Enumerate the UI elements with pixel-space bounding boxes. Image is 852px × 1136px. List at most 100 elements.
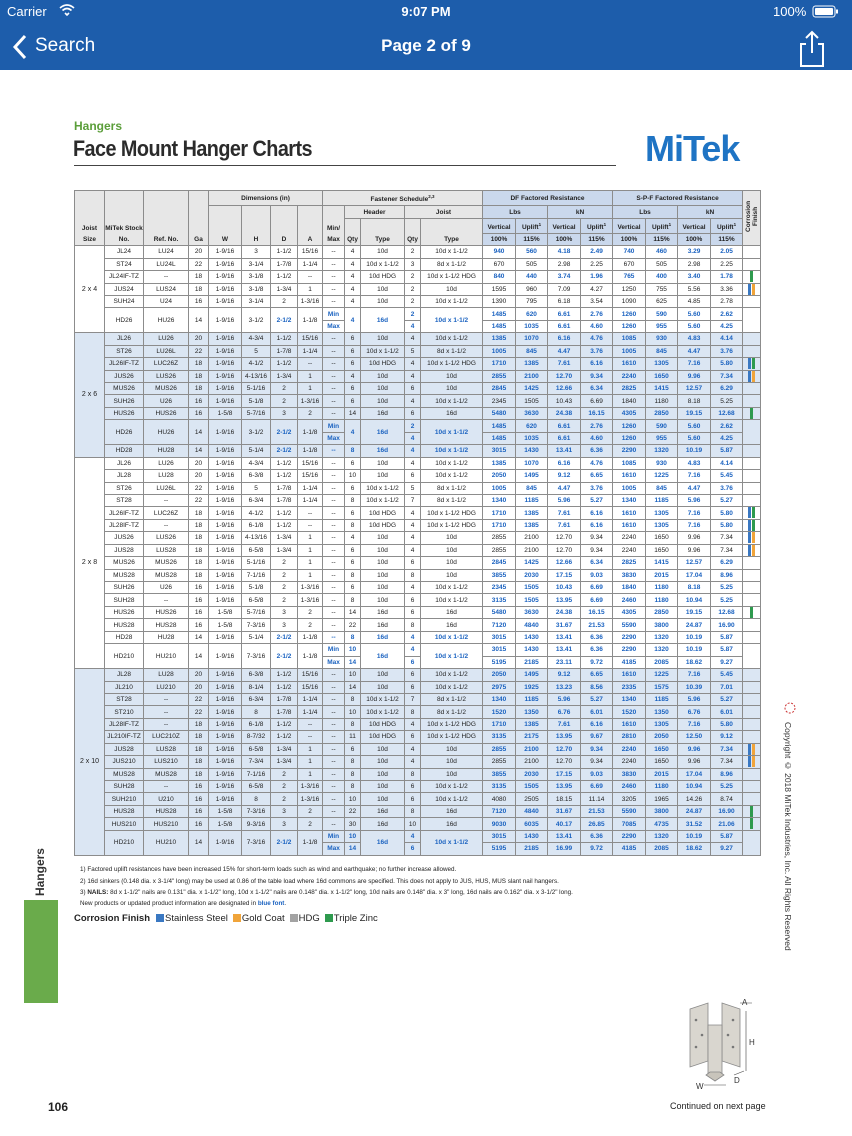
table-cell: 505 <box>515 257 549 272</box>
table-cell: 2 <box>296 817 324 831</box>
table-cell: 6 <box>344 742 362 757</box>
table-cell: 2-1/2 <box>270 643 298 670</box>
table-cell: 1-1/2 <box>270 469 298 483</box>
header-cell: Vertical <box>677 217 712 234</box>
table-cell: 8d x 1-1/2 <box>420 257 484 272</box>
table-cell: 10d <box>420 282 484 296</box>
table-cell: 930 <box>645 456 679 471</box>
table-cell: 10d x 1-1/2 <box>420 643 484 670</box>
table-cell: 1-9/16 <box>208 668 242 682</box>
table-cell: 4 <box>404 742 422 757</box>
table-cell: 1-1/2 <box>270 680 298 694</box>
table-cell: 1-1/2 <box>270 518 298 533</box>
table-cell: 1-9/16 <box>208 245 242 259</box>
table-cell: 7 <box>404 692 422 707</box>
table-cell: 10.43 <box>547 580 582 595</box>
table-cell: 6.16 <box>580 717 614 732</box>
table-cell: 3-1/4 <box>241 257 271 272</box>
table-cell: 9.34 <box>580 543 614 558</box>
table-cell: 1 <box>296 381 324 396</box>
table-cell: 6-3/4 <box>241 692 271 707</box>
table-cell: 10d <box>360 556 406 570</box>
table-cell: 9.27 <box>710 842 744 856</box>
table-row: ST24 LU24L 22 1-9/16 3-1/4 1-7/8 1-1/4 -- 4 10d x… <box>75 257 762 272</box>
table-cell: 10d x 1-1/2 <box>360 705 406 719</box>
table-cell: -- <box>322 755 346 769</box>
table-cell: 16d <box>360 630 406 645</box>
table-cell: 9.96 <box>677 531 712 545</box>
table-cell: 15/16 <box>296 668 324 682</box>
table-cell: 3630 <box>515 605 549 620</box>
table-cell: -- <box>322 580 346 595</box>
table-cell: 2 <box>404 294 422 309</box>
table-cell: 18.62 <box>677 842 712 856</box>
table-cell: U26 <box>143 580 189 595</box>
table-cell: 1610 <box>612 357 647 371</box>
table-cell: 10d x 1-1/2 <box>420 792 484 806</box>
table-cell: 10d x 1-1/2 <box>420 829 484 856</box>
table-cell: 10d x 1-1/2 <box>360 692 406 707</box>
logo: MiTek <box>645 128 740 169</box>
table-cell: 4305 <box>612 605 647 620</box>
table-cell: 8 <box>344 630 362 645</box>
table-cell: 9.34 <box>580 531 614 545</box>
finish-cell <box>742 580 762 595</box>
back-button[interactable]: Search <box>35 35 96 56</box>
table-cell: 3 <box>270 817 298 831</box>
header-text: Vertical <box>487 223 511 231</box>
legend-label: Stainless Steel <box>165 913 228 924</box>
table-cell: 18 <box>188 282 209 296</box>
back-chevron[interactable] <box>12 34 27 60</box>
legend-swatch <box>232 914 241 922</box>
table-cell: 6.61 <box>547 431 582 446</box>
table-cell: MUS28 <box>143 767 189 782</box>
table-cell: 6 <box>404 655 422 670</box>
header-cell: Uplift1 <box>515 217 549 234</box>
header-text: Uplift <box>586 223 604 231</box>
finish-mark <box>752 284 756 295</box>
table-cell: 10.19 <box>677 829 712 844</box>
table-cell: 1390 <box>482 294 517 309</box>
table-cell: JL28IF-TZ <box>104 518 144 533</box>
finish-mark <box>748 507 752 519</box>
table-cell: 13.95 <box>547 593 582 607</box>
table-cell: 1-9/16 <box>208 717 242 732</box>
share-icon[interactable] <box>800 30 824 67</box>
table-cell: 3855 <box>482 568 517 583</box>
table-cell: 1-3/4 <box>270 369 298 384</box>
table-cell: 10d x 1-1/2 <box>360 493 406 508</box>
table-cell: 1415 <box>645 381 679 396</box>
table-cell: 3.36 <box>710 282 744 296</box>
table-cell: HUS26 <box>143 406 189 421</box>
table-cell: HD26 <box>104 419 144 446</box>
table-cell: 1-9/16 <box>208 294 242 309</box>
table-cell: 2290 <box>612 643 647 657</box>
table-cell: 4 <box>404 717 422 732</box>
table-cell: 9.72 <box>580 842 614 856</box>
table-cell: 2-1/2 <box>270 829 298 856</box>
table-cell: 1090 <box>612 294 647 309</box>
table-cell: 16.90 <box>710 618 744 632</box>
table-cell: 18 <box>188 531 209 545</box>
table-row: JL26IF-TZ LUC26Z 18 1-9/16 4-1/2 1-1/2 -- -- 6 10… <box>75 357 762 371</box>
table-cell: 10d x 1-1/2 <box>420 779 484 794</box>
finish-cell <box>742 307 762 334</box>
table-cell: 10d <box>360 469 406 483</box>
table-cell: 18 <box>188 543 209 558</box>
header-cell: kN <box>547 205 614 219</box>
header-text: Vertical <box>552 223 576 231</box>
table-cell: 3-1/2 <box>241 419 271 446</box>
table-cell: 18 <box>188 357 209 371</box>
finish-cell <box>742 406 762 421</box>
table-cell: 10d <box>360 456 406 471</box>
table-cell: 1610 <box>612 717 647 732</box>
table-cell: 2100 <box>515 543 549 558</box>
finish-mark <box>750 408 754 419</box>
table-cell: 1-9/16 <box>208 531 242 545</box>
side-tab-label: Hangers <box>33 848 47 897</box>
table-cell: 10d HDG <box>360 270 406 284</box>
table-row: JUS210 LUS210 18 1-9/16 7-3/4 1-3/4 1 -- 8 10d 4 10… <box>75 755 762 769</box>
table-cell: -- <box>143 692 189 707</box>
table-cell: 1840 <box>612 580 647 595</box>
table-cell: 4-3/4 <box>241 456 271 471</box>
